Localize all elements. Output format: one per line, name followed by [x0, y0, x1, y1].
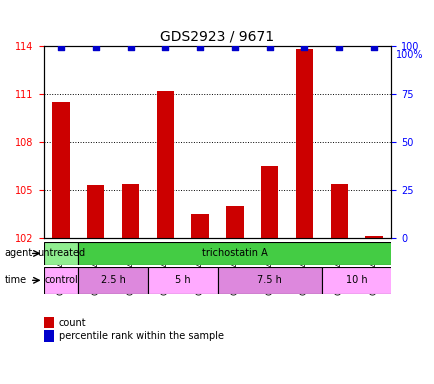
Bar: [87, 185, 104, 238]
Point: [266, 44, 273, 50]
Bar: [226, 206, 243, 238]
FancyBboxPatch shape: [217, 267, 321, 294]
FancyBboxPatch shape: [148, 267, 217, 294]
Text: 5 h: 5 h: [174, 275, 190, 285]
FancyBboxPatch shape: [78, 242, 391, 265]
Text: trichostatin A: trichostatin A: [201, 248, 267, 258]
Point: [335, 44, 342, 50]
Text: count: count: [59, 318, 86, 328]
Bar: [365, 237, 382, 238]
FancyBboxPatch shape: [43, 267, 78, 294]
Point: [57, 44, 64, 50]
Text: 7.5 h: 7.5 h: [256, 275, 282, 285]
Bar: [122, 184, 139, 238]
FancyBboxPatch shape: [321, 267, 391, 294]
Bar: [191, 214, 208, 238]
FancyBboxPatch shape: [78, 267, 148, 294]
Bar: [52, 102, 69, 238]
Text: untreated: untreated: [37, 248, 85, 258]
Point: [92, 44, 99, 50]
Text: 10 h: 10 h: [345, 275, 367, 285]
Bar: [295, 49, 312, 238]
Title: GDS2923 / 9671: GDS2923 / 9671: [160, 30, 274, 43]
Text: time: time: [4, 275, 26, 285]
Text: agent: agent: [4, 248, 33, 258]
Text: control: control: [44, 275, 78, 285]
Point: [231, 44, 238, 50]
Point: [196, 44, 203, 50]
Point: [370, 44, 377, 50]
Text: percentile rank within the sample: percentile rank within the sample: [59, 331, 223, 341]
Text: 100%: 100%: [395, 50, 422, 60]
Point: [161, 44, 168, 50]
FancyBboxPatch shape: [43, 242, 78, 265]
Point: [300, 44, 307, 50]
Bar: [156, 91, 174, 238]
Point: [127, 44, 134, 50]
Text: 2.5 h: 2.5 h: [100, 275, 125, 285]
Bar: [330, 184, 347, 238]
Bar: [260, 166, 278, 238]
